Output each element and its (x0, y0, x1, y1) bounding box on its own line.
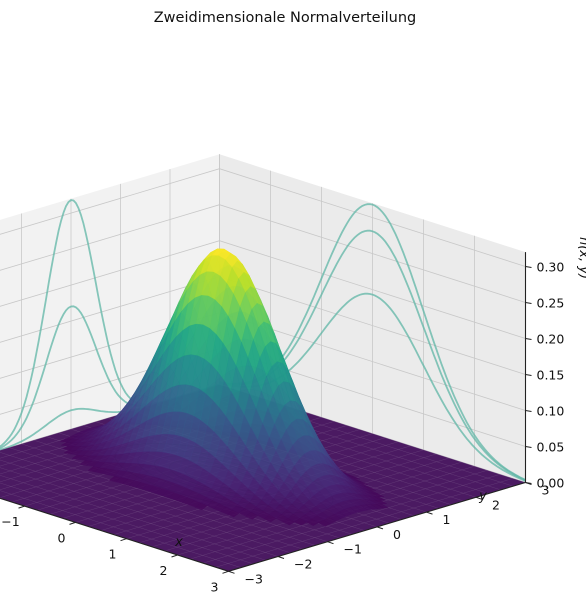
y-tick (327, 541, 334, 545)
x-tick (222, 570, 229, 574)
floor-mesh-line (215, 478, 513, 568)
tick-labels: −3−2−10123−3−2−101230.000.050.100.150.20… (1, 260, 565, 592)
y-tick (277, 556, 285, 559)
y-tick-label: −1 (344, 542, 362, 557)
z-tick (525, 338, 532, 340)
z-axis-label: h(x, y) (576, 237, 586, 279)
z-tick (525, 410, 532, 412)
y-tick-label: −3 (245, 571, 263, 586)
y-tick (376, 526, 384, 530)
y-tick-label: −2 (294, 557, 312, 572)
z-tick-label: 0.05 (537, 440, 565, 455)
z-tick-label: 0.00 (537, 476, 565, 491)
z-tick-label: 0.15 (537, 368, 565, 383)
z-tick-label: 0.10 (537, 404, 565, 419)
x-tick (69, 521, 76, 525)
x-tick-label: 2 (160, 563, 168, 578)
y-tick-label: 2 (492, 497, 500, 512)
z-tick-label: 0.25 (537, 296, 565, 311)
y-tick-label: 3 (542, 483, 550, 498)
grid-line (0, 168, 526, 267)
y-tick (475, 496, 483, 500)
chart-title: Zweidimensionale Normalverteilung (154, 10, 416, 26)
x-tick (120, 538, 127, 542)
x-tick (18, 505, 25, 509)
x-tick-label: 3 (211, 579, 219, 592)
x-tick (171, 554, 178, 558)
surface-patch (318, 519, 331, 527)
x-tick-label: −1 (1, 514, 19, 529)
y-tick (228, 570, 235, 574)
z-tick (525, 302, 532, 304)
x-tick-label: 0 (58, 530, 66, 545)
y-axis-label: y (478, 489, 487, 504)
surface-plot (59, 248, 389, 527)
z-tick (525, 374, 532, 376)
z-tick-label: 0.20 (537, 332, 565, 347)
grid-line (0, 240, 526, 339)
grid-line (0, 204, 526, 303)
grid-lines (0, 154, 526, 483)
z-tick (525, 266, 532, 268)
x-tick-label: 1 (109, 547, 117, 562)
y-tick-label: 1 (443, 512, 451, 527)
y-tick (426, 511, 433, 515)
z-tick (525, 446, 532, 448)
y-tick-label: 0 (393, 527, 401, 542)
z-tick (525, 482, 532, 484)
floor-mesh-line (202, 474, 501, 564)
x-axis-label: x (174, 535, 183, 550)
z-tick-label: 0.30 (537, 260, 565, 275)
